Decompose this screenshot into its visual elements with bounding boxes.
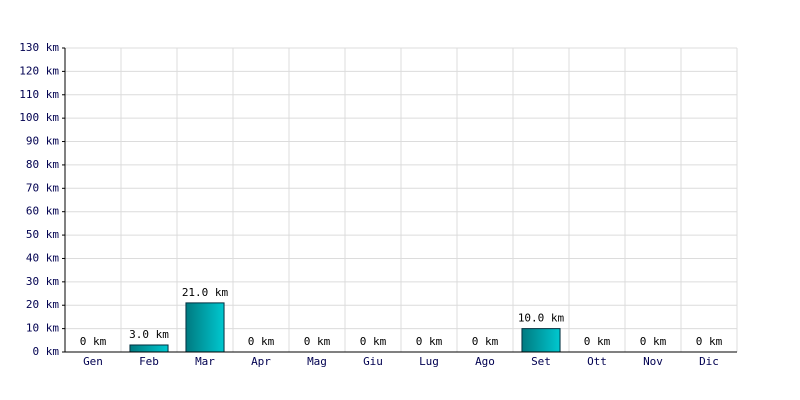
value-label: 0 km — [640, 335, 667, 348]
y-tick-label: 100 km — [19, 111, 59, 124]
plot: 0 km 10 km 20 km 30 km 40 km 50 km 60 km 70 km 8… — [19, 41, 738, 368]
y-tick-label: 30 km — [26, 275, 59, 288]
value-label: 0 km — [416, 335, 443, 348]
y-tick-label: 0 km — [33, 345, 60, 358]
y-tick-label: 50 km — [26, 228, 59, 241]
value-label: 21.0 km — [182, 286, 229, 299]
bar — [129, 344, 169, 353]
y-tick-label: 120 km — [19, 64, 59, 77]
y-tick-label: 90 km — [26, 135, 59, 148]
x-tick-label: Feb — [139, 355, 159, 368]
bar — [521, 328, 561, 353]
value-label: 3.0 km — [129, 328, 169, 341]
x-tick-label: Ago — [475, 355, 495, 368]
value-label: 0 km — [584, 335, 611, 348]
value-label: 0 km — [304, 335, 331, 348]
y-tick-label: 130 km — [19, 41, 59, 54]
x-tick-label: Apr — [251, 355, 271, 368]
x-tick-label: Lug — [419, 355, 439, 368]
x-tick-label: Giu — [363, 355, 383, 368]
x-tick-label: Set — [531, 355, 551, 368]
x-tick-label: Ott — [587, 355, 607, 368]
bar — [185, 302, 225, 353]
x-tick-label: Dic — [699, 355, 719, 368]
y-tick-label: 10 km — [26, 322, 59, 335]
value-label: 0 km — [248, 335, 275, 348]
y-tick-label: 60 km — [26, 205, 59, 218]
x-tick-label: Mar — [195, 355, 215, 368]
y-tick-label: 40 km — [26, 251, 59, 264]
value-label: 0 km — [472, 335, 499, 348]
value-label: 10.0 km — [518, 312, 565, 325]
value-label: 0 km — [80, 335, 107, 348]
y-tick-label: 70 km — [26, 181, 59, 194]
x-tick-label: Mag — [307, 355, 327, 368]
y-tick-label: 110 km — [19, 88, 59, 101]
value-label: 0 km — [360, 335, 387, 348]
x-tick-label: Nov — [643, 355, 663, 368]
value-label: 0 km — [696, 335, 723, 348]
x-tick-label: Gen — [83, 355, 103, 368]
y-tick-label: 20 km — [26, 298, 59, 311]
y-tick-label: 80 km — [26, 158, 59, 171]
